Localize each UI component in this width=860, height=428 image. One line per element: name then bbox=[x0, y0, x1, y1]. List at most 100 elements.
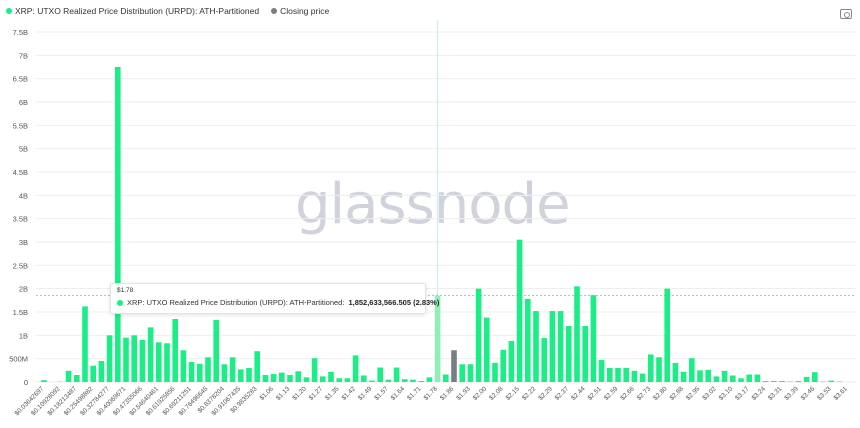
bar[interactable] bbox=[246, 368, 252, 382]
bar[interactable] bbox=[172, 319, 178, 382]
bar[interactable] bbox=[590, 295, 597, 382]
bar[interactable] bbox=[721, 370, 728, 382]
bar[interactable] bbox=[434, 295, 441, 382]
bar[interactable] bbox=[98, 361, 105, 382]
bar[interactable] bbox=[320, 376, 326, 382]
bar[interactable] bbox=[426, 377, 433, 382]
bar[interactable] bbox=[115, 67, 121, 382]
bar[interactable] bbox=[492, 362, 498, 382]
bar[interactable] bbox=[508, 340, 515, 382]
bar[interactable] bbox=[664, 288, 670, 382]
bar[interactable] bbox=[303, 377, 310, 382]
bar[interactable] bbox=[500, 349, 506, 382]
bar[interactable] bbox=[566, 326, 572, 382]
bar[interactable] bbox=[484, 317, 490, 382]
bar[interactable] bbox=[730, 375, 736, 382]
series-dot-icon bbox=[117, 299, 123, 306]
bar[interactable] bbox=[229, 357, 236, 382]
bar[interactable] bbox=[65, 370, 72, 382]
bar[interactable] bbox=[74, 375, 80, 382]
bar[interactable] bbox=[147, 327, 154, 382]
bar[interactable] bbox=[361, 375, 367, 382]
bar[interactable] bbox=[574, 286, 580, 382]
x-tick-label: $1.42 bbox=[341, 385, 358, 402]
bar[interactable] bbox=[795, 381, 802, 382]
bar[interactable] bbox=[131, 335, 137, 382]
bar[interactable] bbox=[188, 361, 195, 382]
bar[interactable] bbox=[180, 350, 187, 382]
bar[interactable] bbox=[771, 381, 777, 382]
bar[interactable] bbox=[410, 379, 416, 382]
bar[interactable] bbox=[582, 326, 588, 382]
bar[interactable] bbox=[746, 374, 752, 382]
bar[interactable] bbox=[221, 364, 228, 382]
bar[interactable] bbox=[418, 381, 424, 382]
bar[interactable] bbox=[459, 364, 465, 382]
bar[interactable] bbox=[205, 357, 211, 382]
bar[interactable] bbox=[41, 380, 47, 382]
bar[interactable] bbox=[828, 380, 834, 382]
bar[interactable] bbox=[156, 342, 162, 382]
bar[interactable] bbox=[164, 343, 170, 382]
bar[interactable] bbox=[812, 372, 818, 382]
bar[interactable] bbox=[344, 378, 351, 382]
legend-item-urpd[interactable]: XRP: UTXO Realized Price Distribution (U… bbox=[6, 6, 259, 16]
bar[interactable] bbox=[90, 365, 96, 382]
bar[interactable] bbox=[295, 371, 301, 382]
bar[interactable] bbox=[697, 370, 703, 382]
bar[interactable] bbox=[467, 364, 474, 382]
bar[interactable] bbox=[656, 357, 662, 382]
bar[interactable] bbox=[279, 372, 285, 382]
bar[interactable] bbox=[525, 298, 531, 382]
bar[interactable] bbox=[377, 367, 383, 382]
bar[interactable] bbox=[402, 379, 408, 382]
bar[interactable] bbox=[705, 369, 711, 382]
bar[interactable] bbox=[516, 239, 523, 382]
bar[interactable] bbox=[779, 381, 785, 382]
bar[interactable] bbox=[139, 340, 146, 382]
bar[interactable] bbox=[238, 369, 244, 382]
bar[interactable] bbox=[639, 373, 646, 382]
bar[interactable] bbox=[598, 360, 605, 382]
bar[interactable] bbox=[328, 371, 334, 382]
bar[interactable] bbox=[541, 338, 547, 382]
bar[interactable] bbox=[615, 368, 621, 382]
camera-icon[interactable] bbox=[840, 9, 852, 19]
bar[interactable] bbox=[623, 368, 629, 382]
bar[interactable] bbox=[82, 306, 88, 382]
legend-item-closing-price[interactable]: Closing price bbox=[271, 6, 329, 16]
bar[interactable] bbox=[393, 367, 400, 382]
bar[interactable] bbox=[287, 375, 293, 382]
bar[interactable] bbox=[197, 363, 203, 382]
bar[interactable] bbox=[270, 374, 277, 382]
bar[interactable] bbox=[689, 358, 695, 382]
bar[interactable] bbox=[762, 381, 769, 382]
bar[interactable] bbox=[803, 376, 810, 382]
x-tick-label: $2.51 bbox=[587, 385, 604, 402]
bar[interactable] bbox=[369, 380, 375, 382]
bar[interactable] bbox=[533, 311, 539, 382]
bar[interactable] bbox=[713, 376, 720, 382]
bar[interactable] bbox=[106, 335, 113, 382]
bar[interactable] bbox=[336, 378, 342, 382]
bar[interactable] bbox=[311, 358, 318, 382]
bar[interactable] bbox=[262, 375, 269, 382]
bar[interactable] bbox=[631, 370, 638, 382]
bar[interactable] bbox=[672, 362, 679, 382]
bar[interactable] bbox=[607, 368, 613, 382]
bar[interactable] bbox=[385, 379, 392, 382]
bar[interactable] bbox=[754, 374, 761, 382]
bar[interactable] bbox=[451, 350, 457, 382]
bar[interactable] bbox=[443, 374, 449, 382]
bar[interactable] bbox=[557, 311, 564, 382]
bar[interactable] bbox=[475, 288, 482, 382]
bar[interactable] bbox=[352, 355, 359, 382]
bar[interactable] bbox=[123, 337, 129, 382]
bar[interactable] bbox=[680, 371, 687, 382]
bar[interactable] bbox=[549, 311, 556, 382]
bar[interactable] bbox=[254, 351, 260, 382]
bar[interactable] bbox=[213, 319, 219, 382]
bar[interactable] bbox=[648, 354, 654, 382]
bar[interactable] bbox=[738, 378, 744, 382]
